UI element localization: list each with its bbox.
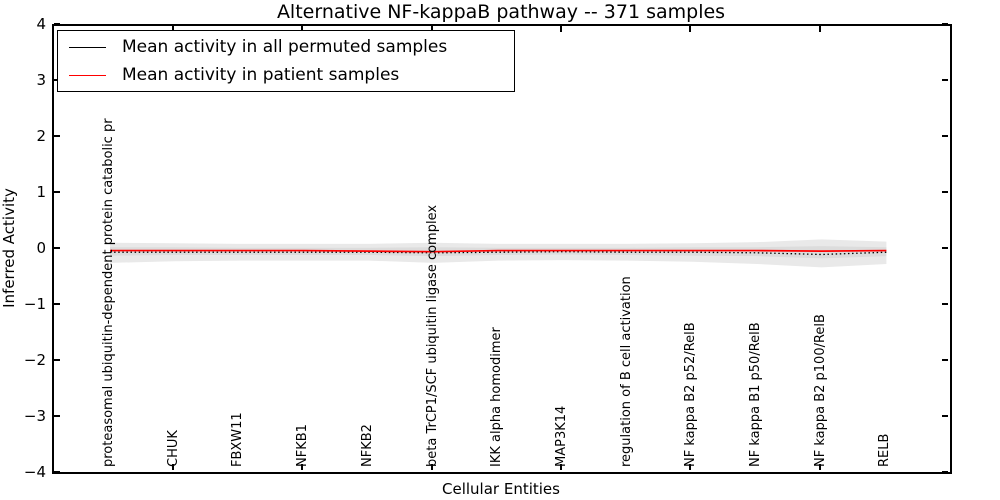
y-tick-mark-right — [942, 247, 948, 249]
y-tick-label: 1 — [36, 183, 46, 201]
y-tick-mark-left — [54, 415, 60, 417]
x-tick-mark-bottom — [301, 464, 304, 470]
y-tick-mark-right — [942, 23, 948, 25]
x-tick-mark-bottom — [689, 464, 692, 470]
y-tick-label: 4 — [36, 15, 46, 33]
x-tick-label: NF kappa B2 p52/RelB — [683, 322, 699, 467]
y-tick-mark-right — [942, 79, 948, 81]
x-tick-label: MAP3K14 — [553, 405, 569, 467]
x-tick-label: NF kappa B1 p50/RelB — [748, 322, 763, 467]
legend-item-patient: Mean activity in patient samples — [58, 63, 514, 87]
y-tick-mark-right — [942, 135, 948, 137]
x-tick-label: regulation of B cell activation — [618, 276, 634, 467]
x-tick-label: proteasomal ubiquitin-dependent protein … — [101, 118, 116, 467]
y-tick-mark-right — [942, 303, 948, 305]
x-tick-label: IKK alpha homodimer — [489, 327, 505, 467]
x-tick-label: RELB — [877, 433, 893, 467]
x-tick-mark-top — [430, 26, 433, 32]
x-tick-label: beta TrCP1/SCF ubiquitin ligase complex — [424, 204, 440, 467]
legend: Mean activity in all permuted samples Me… — [57, 30, 515, 92]
x-tick-mark-bottom — [559, 464, 562, 470]
x-tick-label: CHUK — [165, 430, 181, 467]
legend-label-patient: Mean activity in patient samples — [122, 65, 400, 85]
band-1 — [110, 246, 887, 259]
y-tick-mark-left — [54, 359, 60, 361]
x-tick-mark-bottom — [818, 464, 821, 470]
x-tick-mark-bottom — [171, 464, 174, 470]
legend-label-permuted: Mean activity in all permuted samples — [122, 37, 448, 57]
x-tick-label: FBXW11 — [230, 412, 246, 467]
legend-line-sample-patient — [69, 74, 106, 76]
series-line-1 — [110, 249, 887, 253]
x-tick-mark-top — [559, 26, 562, 32]
y-tick-mark-right — [942, 471, 948, 473]
y-tick-mark-left — [54, 303, 60, 305]
y-tick-mark-right — [942, 359, 948, 361]
x-tick-label: NFKB1 — [295, 424, 311, 467]
x-axis-label: Cellular Entities — [442, 480, 560, 498]
y-tick-label: 0 — [36, 239, 46, 257]
y-tick-label: −1 — [23, 295, 46, 313]
legend-line-sample-permuted — [69, 46, 106, 48]
y-tick-label: −3 — [23, 407, 46, 425]
x-tick-mark-top — [818, 26, 821, 32]
x-tick-mark-top — [171, 26, 174, 32]
y-tick-mark-left — [54, 135, 60, 137]
chart-title: Alternative NF-kappaB pathway -- 371 sam… — [276, 1, 726, 23]
y-tick-mark-right — [942, 415, 948, 417]
x-tick-mark-top — [301, 26, 304, 32]
y-tick-mark-left — [54, 23, 60, 25]
x-tick-mark-bottom — [430, 464, 433, 470]
x-tick-label: NFKB2 — [359, 424, 375, 467]
y-tick-label: 2 — [36, 127, 46, 145]
y-tick-label: −4 — [23, 463, 46, 481]
y-tick-label: 3 — [36, 71, 46, 89]
y-tick-mark-left — [54, 191, 60, 193]
x-tick-label: NF kappa B2 p100/RelB — [812, 314, 828, 467]
plot-area — [52, 24, 952, 474]
x-tick-mark-top — [689, 26, 692, 32]
legend-item-permuted: Mean activity in all permuted samples — [58, 35, 514, 59]
y-tick-label: −2 — [23, 351, 46, 369]
y-tick-mark-right — [942, 191, 948, 193]
y-tick-mark-left — [54, 471, 60, 473]
chart-canvas — [110, 239, 887, 268]
y-tick-mark-left — [54, 247, 60, 249]
